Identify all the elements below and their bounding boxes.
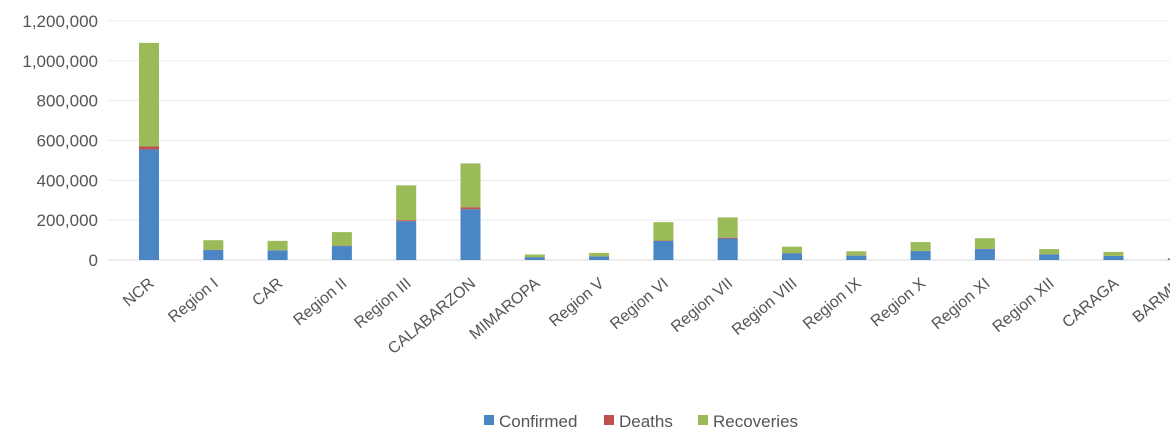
bar-stack-ncr — [139, 42, 159, 260]
bar-confirmed — [331, 246, 352, 260]
x-tick-label: Region VI — [607, 275, 672, 333]
bar-stack-region-v — [589, 252, 610, 260]
y-tick-label: 400,000 — [37, 171, 98, 190]
bar-stack-region-i — [203, 240, 224, 260]
bar-recoveries — [1103, 251, 1124, 256]
bar-deaths — [139, 146, 159, 150]
legend-swatch — [698, 415, 708, 425]
legend-label: Deaths — [619, 412, 673, 430]
bar-confirmed — [203, 250, 224, 260]
legend-item-deaths: Deaths — [604, 412, 673, 430]
x-tick-label: Region XI — [929, 275, 994, 333]
bar-stack-region-x — [910, 242, 931, 260]
bar-recoveries — [782, 246, 802, 254]
bar-stack-region-vii — [717, 217, 738, 260]
y-tick-label: 600,000 — [37, 132, 98, 151]
x-tick-label: CARAGA — [1059, 275, 1122, 332]
bar-recoveries — [331, 232, 352, 246]
legend-swatch — [484, 415, 494, 425]
bar-stack-region-vi — [653, 222, 674, 260]
bar-stack-barmm — [1167, 258, 1170, 260]
x-tick-label: Region VII — [668, 275, 736, 336]
x-tick-label: NCR — [120, 275, 157, 310]
x-tick-label: Region XII — [990, 275, 1058, 336]
y-axis: 0 200,000 400,000 600,000 800,000 1,000,000 1,… — [22, 12, 98, 270]
x-tick-label: Region V — [546, 275, 608, 331]
x-tick-label: Region I — [165, 275, 222, 326]
bar-confirmed — [1167, 259, 1170, 260]
bar-recoveries — [910, 242, 931, 251]
bar-deaths — [717, 237, 738, 239]
bar-recoveries — [717, 217, 738, 238]
x-tick-label: Region VIII — [729, 275, 801, 339]
bar-stack-region-xi — [974, 238, 995, 260]
legend-item-recoveries: Recoveries — [698, 412, 798, 430]
bar-recoveries — [460, 163, 481, 208]
bar-stack-region-ii — [331, 232, 352, 260]
bar-recoveries — [1167, 258, 1170, 259]
y-tick-label: 0 — [89, 251, 98, 270]
bar-confirmed — [396, 221, 417, 260]
bar-confirmed — [653, 240, 674, 260]
x-tick-label: CAR — [249, 275, 286, 310]
y-tick-label: 800,000 — [37, 92, 98, 111]
bar-confirmed — [460, 209, 481, 260]
legend-label: Recoveries — [713, 412, 798, 430]
bar-confirmed — [846, 255, 867, 260]
x-tick-label: Region X — [868, 275, 930, 331]
bar-recoveries — [139, 42, 159, 147]
bar-confirmed — [1039, 254, 1060, 260]
y-tick-label: 1,000,000 — [22, 52, 98, 71]
bar-stack-calabarzon — [460, 163, 481, 260]
bar-recoveries — [653, 222, 674, 241]
bar-recoveries — [589, 252, 610, 257]
x-tick-label: BARMM — [1130, 275, 1170, 326]
x-tick-label: MIMAROPA — [467, 275, 544, 343]
bar-recoveries — [974, 238, 995, 249]
bar-confirmed — [974, 249, 995, 260]
bar-recoveries — [267, 240, 288, 251]
legend-item-confirmed: Confirmed — [484, 412, 577, 430]
bar-deaths — [396, 220, 417, 222]
y-tick-label: 1,200,000 — [22, 12, 98, 31]
bar-recoveries — [396, 185, 417, 221]
bar-stack-car — [267, 240, 288, 260]
x-tick-label: Region IX — [800, 275, 865, 333]
bar-stack-region-viii — [782, 246, 802, 260]
bar-recoveries — [203, 240, 224, 250]
bar-stack-region-xii — [1039, 249, 1060, 260]
gridlines — [108, 20, 1170, 261]
bar-confirmed — [782, 253, 802, 260]
legend: Confirmed Deaths Recoveries — [484, 412, 798, 430]
bar-recoveries — [524, 254, 545, 258]
bar-stack-mimaropa — [524, 254, 545, 260]
bar-recoveries — [1039, 249, 1060, 255]
bar-confirmed — [910, 251, 931, 260]
x-axis: NCR Region I CAR Region II Region IIICALABAR… — [120, 275, 1170, 358]
bars — [139, 42, 1170, 260]
bar-stack-region-iii — [396, 185, 417, 260]
x-tick-label: Region II — [290, 275, 350, 329]
bar-stack-caraga — [1103, 251, 1124, 260]
y-tick-label: 200,000 — [37, 211, 98, 230]
bar-confirmed — [1103, 256, 1124, 260]
bar-confirmed — [589, 256, 610, 260]
bar-confirmed — [717, 238, 738, 260]
bar-confirmed — [267, 250, 288, 260]
bar-confirmed — [524, 257, 545, 260]
x-tick-label: Region III — [351, 275, 414, 332]
bar-stack-region-ix — [846, 251, 867, 260]
legend-swatch — [604, 415, 614, 425]
bar-recoveries — [846, 251, 867, 256]
bar-deaths — [460, 207, 481, 210]
legend-label: Confirmed — [499, 412, 577, 430]
bar-confirmed — [139, 149, 159, 260]
